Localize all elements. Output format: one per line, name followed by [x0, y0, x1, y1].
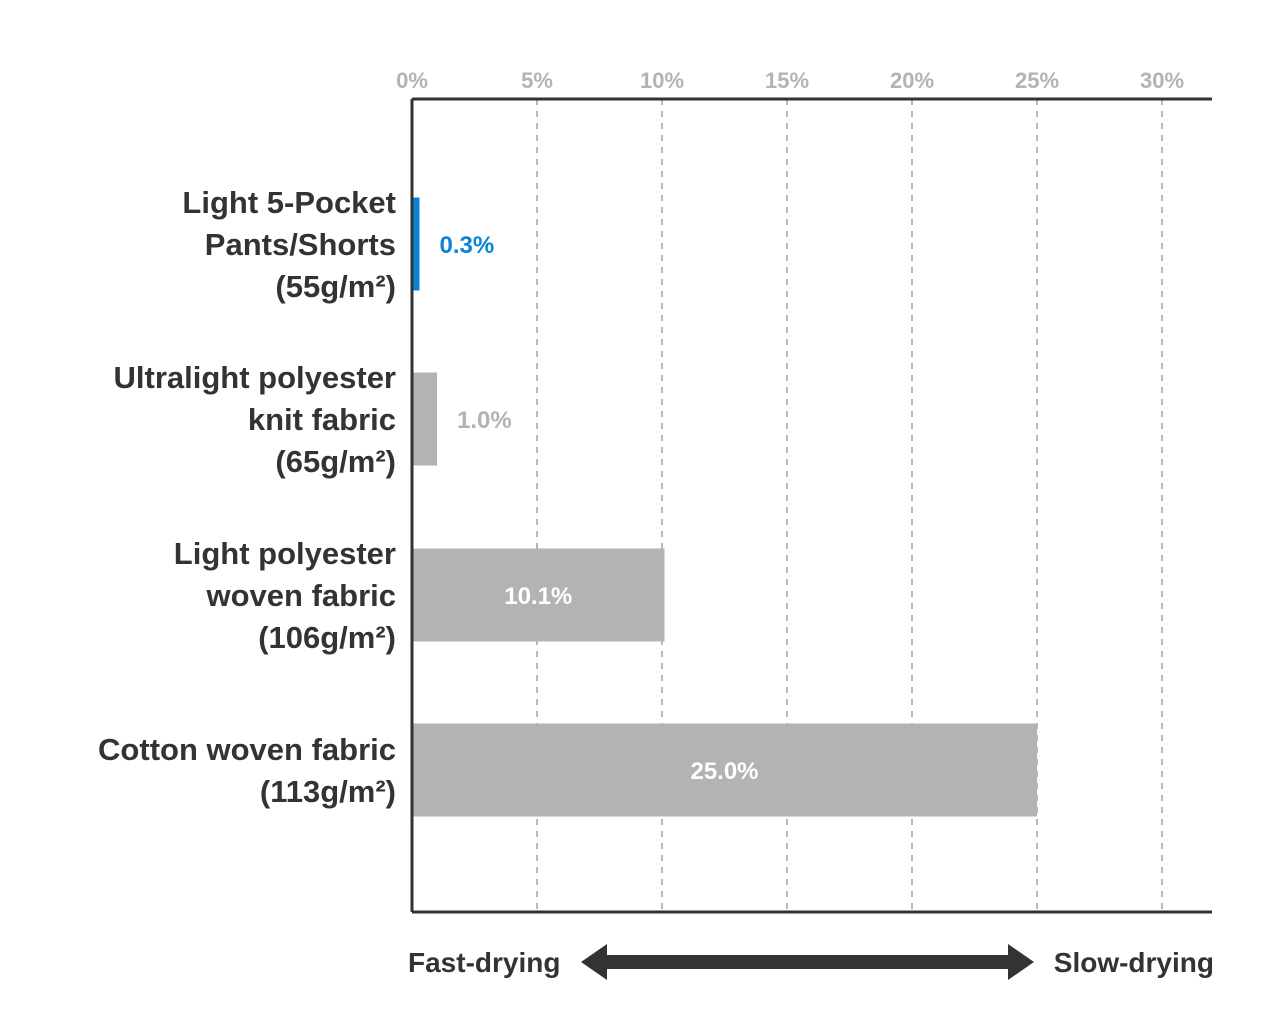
category-label: woven fabric [206, 578, 397, 613]
value-labels: 0.3% 1.0% 10.1% 25.0% [440, 232, 759, 785]
category-label: Light polyester [174, 536, 396, 571]
bar [412, 197, 420, 291]
x-tick-label: 25% [1015, 68, 1059, 93]
value-label: 0.3% [440, 232, 495, 259]
axes [410, 97, 1212, 914]
value-label: 25.0% [690, 758, 758, 785]
bar [412, 723, 1037, 817]
category-label: (106g/m²) [258, 620, 396, 655]
category-label: Pants/Shorts [205, 227, 396, 262]
double-arrow-icon [581, 944, 1034, 980]
value-label: 10.1% [504, 583, 572, 610]
category-label: (55g/m²) [275, 269, 396, 304]
fast-drying-label: Fast-drying [408, 947, 560, 978]
x-tick-label: 15% [765, 68, 809, 93]
x-tick-label: 20% [890, 68, 934, 93]
category-labels: Light 5-Pocket Pants/Shorts (55g/m²) Ultral… [98, 185, 396, 809]
x-tick-label: 5% [521, 68, 553, 93]
category-label: Light 5-Pocket [182, 185, 396, 220]
category-label: Ultralight polyester [114, 360, 397, 395]
category-label: (65g/m²) [275, 444, 396, 479]
bar [412, 372, 437, 466]
category-label: knit fabric [248, 402, 396, 437]
bar [412, 548, 665, 642]
slow-drying-label: Slow-drying [1054, 947, 1214, 978]
value-label: 1.0% [457, 407, 512, 434]
drying-scale: Fast-drying Slow-drying [408, 944, 1214, 980]
tick-labels: 0% 5% 10% 15% 20% 25% 30% [396, 68, 1184, 93]
x-tick-label: 10% [640, 68, 684, 93]
bars [412, 197, 1037, 817]
category-label: (113g/m²) [260, 774, 396, 809]
x-tick-label: 0% [396, 68, 428, 93]
category-label: Cotton woven fabric [98, 732, 396, 767]
x-tick-label: 30% [1140, 68, 1184, 93]
